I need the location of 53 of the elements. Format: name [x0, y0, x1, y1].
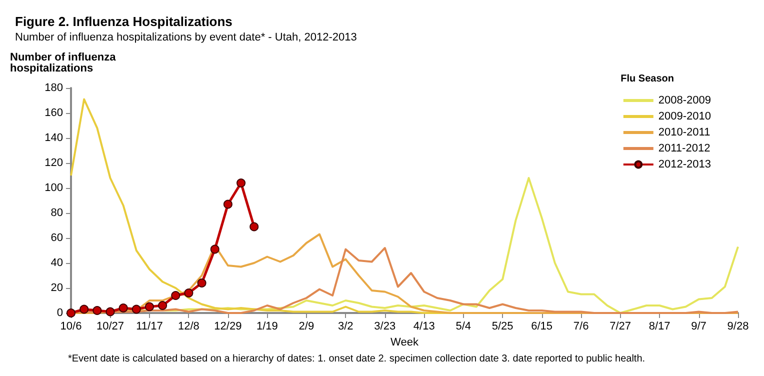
- y-tick-label: 100: [44, 182, 63, 194]
- point: [236, 178, 246, 188]
- x-tick-label: 9/7: [691, 320, 706, 332]
- legend-label: 2010-2011: [658, 126, 710, 138]
- text: *Event date is calculated based on a hierarchy of dates: 1. onset date 2. specimen collection date 3. date reported to public health.: [68, 354, 646, 364]
- x-tick-label: 12/29: [214, 320, 242, 332]
- point: [158, 301, 168, 310]
- y-tick-label: 80: [50, 207, 63, 219]
- x-tick-label: 2/9: [298, 320, 314, 332]
- x-tick-label: 12/8: [178, 320, 200, 332]
- point: [223, 200, 232, 209]
- x-tick-label: 5/25: [492, 320, 514, 332]
- x-tick-label: 3/2: [338, 320, 354, 332]
- x-axis-title: Week: [390, 336, 419, 348]
- y-tick-label: 160: [44, 107, 63, 119]
- point: [171, 291, 180, 300]
- x-tick-label: 3/23: [374, 320, 396, 332]
- point: [210, 244, 220, 254]
- legend-label: 2009-2010: [658, 110, 712, 122]
- point: [250, 222, 259, 232]
- chart-title: Figure 2. Influenza Hospitalizations: [15, 14, 232, 29]
- point: [197, 278, 206, 288]
- point: [132, 304, 141, 314]
- x-tick-label: 7/6: [573, 320, 589, 332]
- x-tick-label: 4/13: [413, 320, 435, 332]
- x-tick-label: 11/17: [136, 320, 163, 332]
- x-tick-label: 8/17: [648, 320, 670, 332]
- legend-label: 2011-2012: [658, 142, 710, 154]
- y-tick-label: 140: [44, 132, 63, 144]
- point: [80, 304, 89, 314]
- point: [92, 306, 102, 315]
- point: [118, 304, 128, 312]
- x-tick-label: 6/15: [531, 320, 553, 332]
- y-tick-label: 60: [50, 232, 63, 244]
- y-axis-title: Number of influenza hospitalizations: [10, 52, 117, 74]
- y-tick-label: 20: [50, 282, 63, 294]
- y-tick-label: 180: [44, 82, 63, 94]
- y-tick-label: 120: [44, 157, 63, 169]
- x-tick-label: 7/27: [610, 320, 632, 332]
- chart-subtitle: Number of influenza hospitalizations by event date* - Utah, 2012-2013: [15, 32, 357, 44]
- legend-label: 2008-2009: [658, 94, 712, 106]
- point: [144, 302, 154, 312]
- point: [106, 307, 115, 316]
- x-tick-label: 10/27: [96, 320, 124, 332]
- legend-title: Flu Season: [620, 74, 674, 84]
- x-tick-label: 1/19: [256, 320, 278, 332]
- x-tick-label: 9/28: [727, 320, 749, 332]
- y-tick-label: 40: [50, 257, 63, 269]
- point: [184, 288, 194, 298]
- x-tick-label: 10/6: [60, 320, 82, 332]
- x-tick-label: 5/4: [456, 320, 471, 332]
- y-tick-label: 0: [56, 307, 63, 319]
- legend-label: 2012-2013: [658, 158, 712, 170]
